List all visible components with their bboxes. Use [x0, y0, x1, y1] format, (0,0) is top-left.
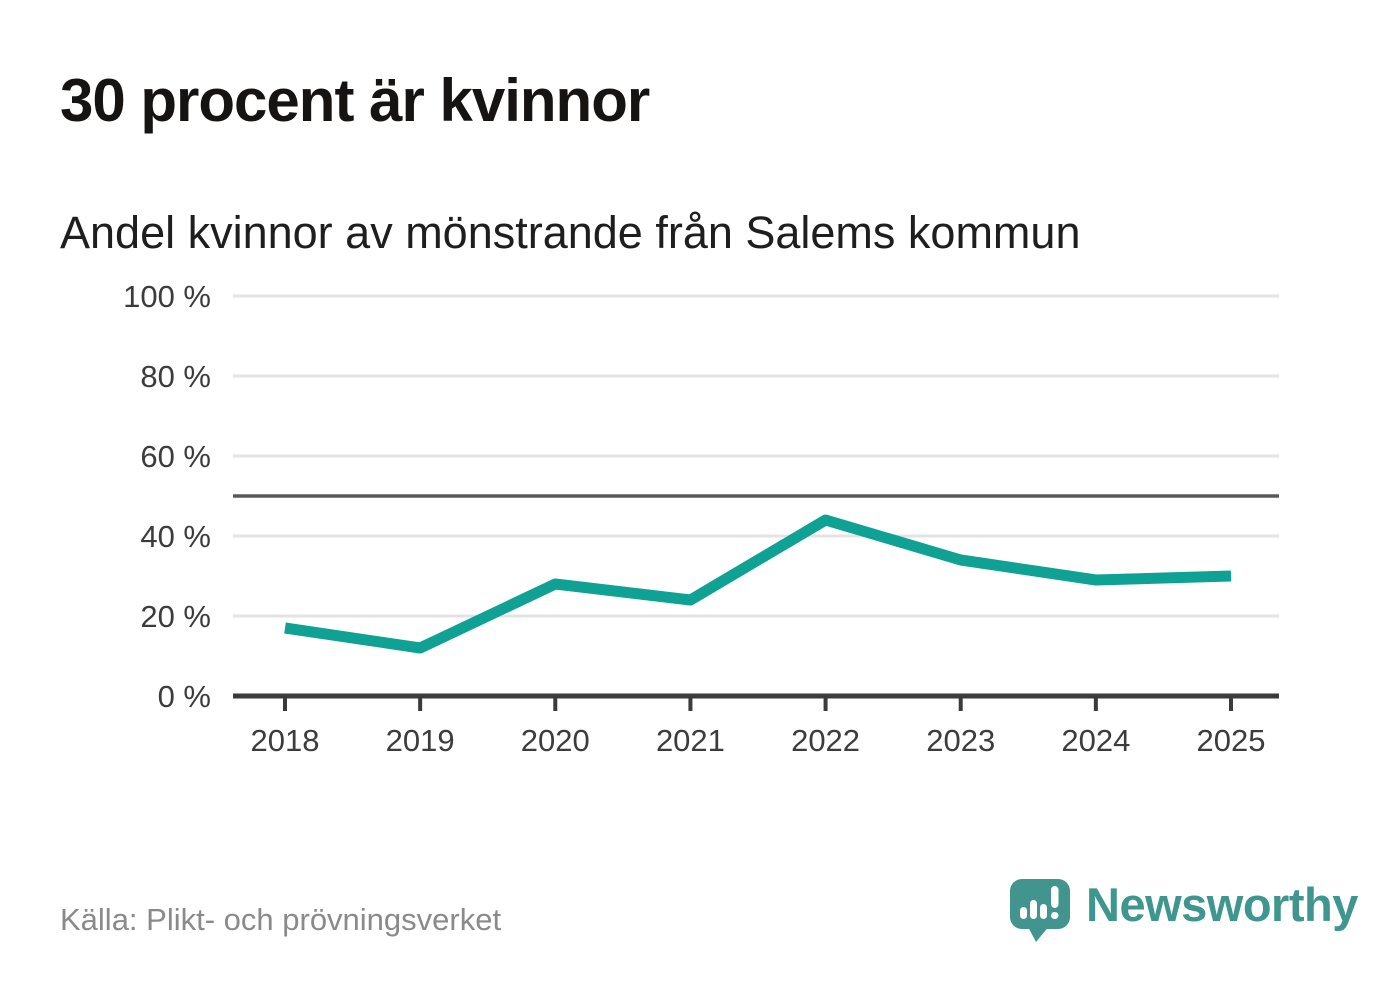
- newsworthy-logo: Newsworthy: [1010, 879, 1358, 943]
- x-tick-label: 2023: [926, 723, 995, 758]
- x-tick-label: 2019: [386, 723, 455, 758]
- x-tick-label: 2022: [791, 723, 860, 758]
- x-tick-label: 2021: [656, 723, 725, 758]
- y-tick-label: 40 %: [140, 519, 211, 554]
- chart-subtitle: Andel kvinnor av mönstrande från Salems …: [60, 207, 1081, 258]
- y-tick-label: 20 %: [140, 599, 211, 634]
- source-note: Källa: Plikt- och prövningsverket: [60, 902, 502, 937]
- data-line: [284, 514, 1232, 654]
- x-tick-label: 2025: [1197, 723, 1266, 758]
- x-tick-label: 2024: [1061, 723, 1130, 758]
- y-tick-label: 0 %: [158, 679, 211, 714]
- x-tick-label: 2018: [251, 723, 320, 758]
- y-tick-label: 100 %: [123, 279, 211, 314]
- y-tick-label: 60 %: [140, 439, 211, 474]
- y-tick-label: 80 %: [140, 359, 211, 394]
- chart-title: 30 procent är kvinnor: [60, 67, 650, 134]
- newsworthy-logo-icon: [1010, 879, 1070, 942]
- x-tick-label: 2020: [521, 723, 590, 758]
- newsworthy-logo-text: Newsworthy: [1086, 878, 1358, 931]
- bar-chart-glyph: [1020, 886, 1059, 919]
